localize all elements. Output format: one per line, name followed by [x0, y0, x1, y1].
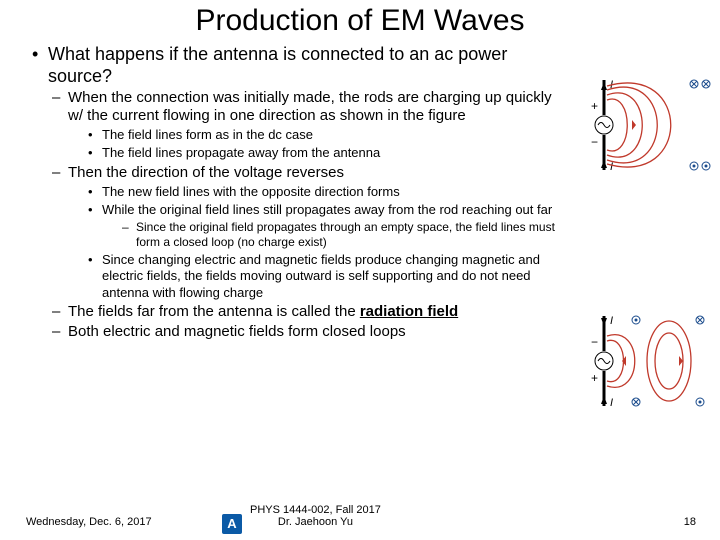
bullet-l3-original: While the original field lines still pro… — [88, 202, 560, 218]
svg-text:I: I — [610, 397, 613, 409]
bullet-l3-dccase: The field lines form as in the dc case — [88, 127, 560, 143]
sign-top: + — [591, 99, 598, 113]
bullet-l3-selfsupport: Since changing electric and magnetic fie… — [88, 252, 560, 301]
bullet-l2-bothfields: Both electric and magnetic fields form c… — [52, 323, 560, 341]
radiation-text-a: The fields far from the antenna is calle… — [68, 303, 360, 320]
bullet-l2-radiation: The fields far from the antenna is calle… — [52, 303, 560, 321]
bullet-l2-initial: When the connection was initially made, … — [52, 89, 560, 125]
bullet-l3-propagate: The field lines propagate away from the … — [88, 145, 560, 161]
page-title: Production of EM Waves — [0, 0, 720, 44]
diagram-antenna-initial: + − I I — [574, 70, 714, 180]
footer-date: Wednesday, Dec. 6, 2017 — [26, 516, 152, 528]
svg-text:I: I — [610, 161, 613, 173]
bullet-l3-newlines: The new field lines with the opposite di… — [88, 184, 560, 200]
bullet-l2-reverse: Then the direction of the voltage revers… — [52, 164, 560, 182]
sign-bot-2: + — [591, 371, 598, 385]
footer-page-number: 18 — [684, 516, 696, 528]
radiation-field-term: radiation field — [360, 303, 458, 320]
diagram-antenna-reversed: − + I I — [574, 306, 714, 416]
sign-bot: − — [591, 135, 598, 149]
footer-logo-icon: A — [222, 514, 242, 534]
svg-text:I: I — [610, 315, 613, 327]
footer-course: PHYS 1444-002, Fall 2017 Dr. Jaehoon Yu — [250, 504, 381, 528]
sign-top-2: − — [591, 335, 598, 349]
bullet-l4-closedloop: Since the original field propagates thro… — [122, 220, 560, 250]
bullet-l1-question: What happens if the antenna is connected… — [30, 44, 560, 87]
